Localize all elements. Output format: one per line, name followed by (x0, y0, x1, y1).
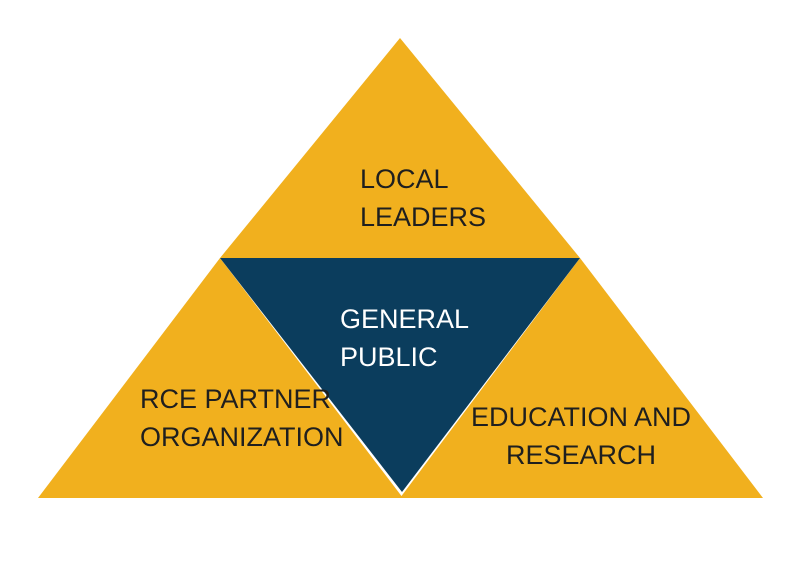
left-label-line2: ORGANIZATION (140, 422, 344, 452)
center-triangle-label: GENERAL PUBLIC (340, 300, 469, 376)
left-label-line1: RCE PARTNER (140, 384, 332, 414)
left-triangle (38, 258, 403, 498)
top-triangle-label: LOCAL LEADERS (360, 160, 486, 236)
left-triangle-label: RCE PARTNER ORGANIZATION (140, 380, 344, 456)
right-triangle-label: EDUCATION AND RESEARCH (470, 398, 692, 474)
center-label-line1: GENERAL (340, 304, 470, 334)
right-triangle (400, 258, 763, 498)
right-label-line2: RESEARCH (505, 440, 657, 470)
top-label-line1: LOCAL (360, 164, 449, 194)
center-inverted-triangle (220, 258, 580, 492)
right-label-line1: EDUCATION AND (470, 402, 692, 432)
top-triangle (220, 38, 580, 258)
top-label-line2: LEADERS (360, 202, 487, 232)
center-label-line2: PUBLIC (340, 342, 438, 372)
